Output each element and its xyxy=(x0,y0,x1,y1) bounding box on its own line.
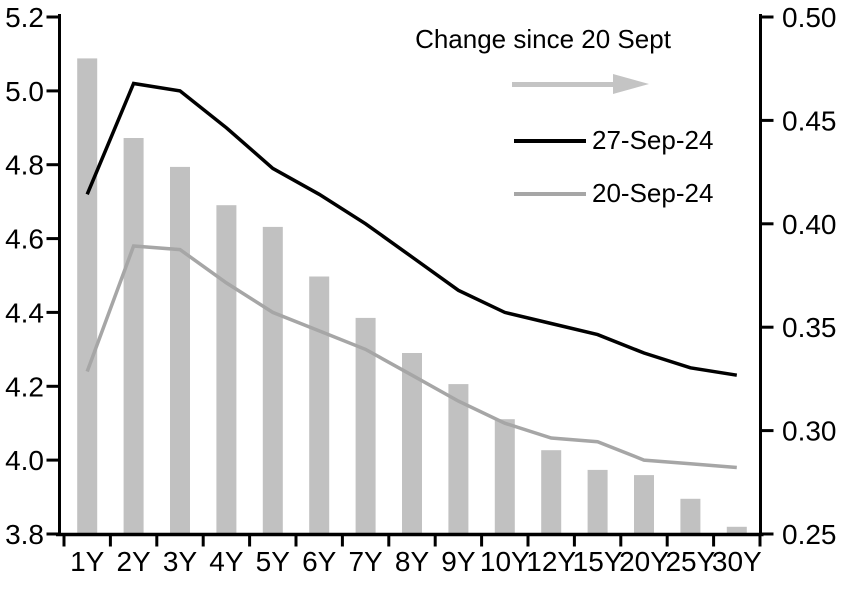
legend-item-27-sep-24: 27-Sep-24 xyxy=(514,127,754,154)
change-bar-3Y xyxy=(170,166,190,534)
right-axis-tick-label: 0.35 xyxy=(782,312,837,343)
x-axis-label-1Y: 1Y xyxy=(70,546,105,577)
x-axis-label-6Y: 6Y xyxy=(302,546,337,577)
left-axis-tick-label: 3.8 xyxy=(5,519,44,550)
x-axis-label-25Y: 25Y xyxy=(665,546,715,577)
right-axis-tick-label: 0.25 xyxy=(782,519,837,550)
change-bar-5Y xyxy=(262,226,283,534)
left-axis-tick-label: 5.2 xyxy=(5,2,44,33)
change-bar-25Y xyxy=(680,498,701,534)
change-bar-2Y xyxy=(123,138,144,534)
left-axis-tick-label: 4.8 xyxy=(5,150,44,181)
legend-label-20-sep-24: 20-Sep-24 xyxy=(592,178,714,208)
x-axis-label-5Y: 5Y xyxy=(256,546,291,577)
x-axis-label-8Y: 8Y xyxy=(395,546,430,577)
x-axis-label-4Y: 4Y xyxy=(209,546,244,577)
right-axis-tick-label: 0.45 xyxy=(782,105,837,136)
left-axis-tick-label: 4.6 xyxy=(5,224,44,255)
x-axis-label-10Y: 10Y xyxy=(480,546,530,577)
left-axis-tick-label: 4.2 xyxy=(5,371,44,402)
x-axis-label-20Y: 20Y xyxy=(619,546,669,577)
change-since-arrow-icon xyxy=(512,74,649,95)
change-bar-10Y xyxy=(494,419,515,534)
right-axis-tick-label: 0.50 xyxy=(782,2,837,33)
change-bar-7Y xyxy=(355,317,376,534)
legend-label-27-sep-24: 27-Sep-24 xyxy=(592,125,714,155)
change-bar-4Y xyxy=(216,205,237,534)
change-bar-20Y xyxy=(634,475,654,534)
arrow-head xyxy=(613,74,649,94)
change-bar-9Y xyxy=(448,384,469,534)
change-bar-12Y xyxy=(541,450,562,534)
black-line-swatch xyxy=(514,139,586,143)
x-axis-label-2Y: 2Y xyxy=(116,546,151,577)
legend-title: Change since 20 Sept xyxy=(415,24,671,54)
arrow-shaft xyxy=(512,82,615,87)
change-bar-1Y xyxy=(77,58,98,535)
x-axis-label-7Y: 7Y xyxy=(348,546,383,577)
x-axis-label-9Y: 9Y xyxy=(441,546,476,577)
left-axis-tick-label: 4.4 xyxy=(5,297,44,328)
right-axis-tick-label: 0.30 xyxy=(782,416,837,447)
x-axis-label-30Y: 30Y xyxy=(712,546,762,577)
x-axis-label-12Y: 12Y xyxy=(526,546,576,577)
change-bar-15Y xyxy=(587,469,608,534)
change-bar-8Y xyxy=(402,353,422,534)
left-axis-tick-label: 4.0 xyxy=(5,445,44,476)
x-axis-label-3Y: 3Y xyxy=(163,546,198,577)
x-axis-label-15Y: 15Y xyxy=(573,546,623,577)
change-bar-30Y xyxy=(726,526,747,534)
change-bar-6Y xyxy=(309,276,330,534)
line-27-Sep-24 xyxy=(85,81,738,377)
legend-item-20-sep-24: 20-Sep-24 xyxy=(514,180,754,207)
right-axis-tick-label: 0.40 xyxy=(782,209,837,240)
left-axis-tick-label: 5.0 xyxy=(5,76,44,107)
gray-line-swatch xyxy=(514,192,586,196)
line-20-Sep-24 xyxy=(85,244,737,470)
